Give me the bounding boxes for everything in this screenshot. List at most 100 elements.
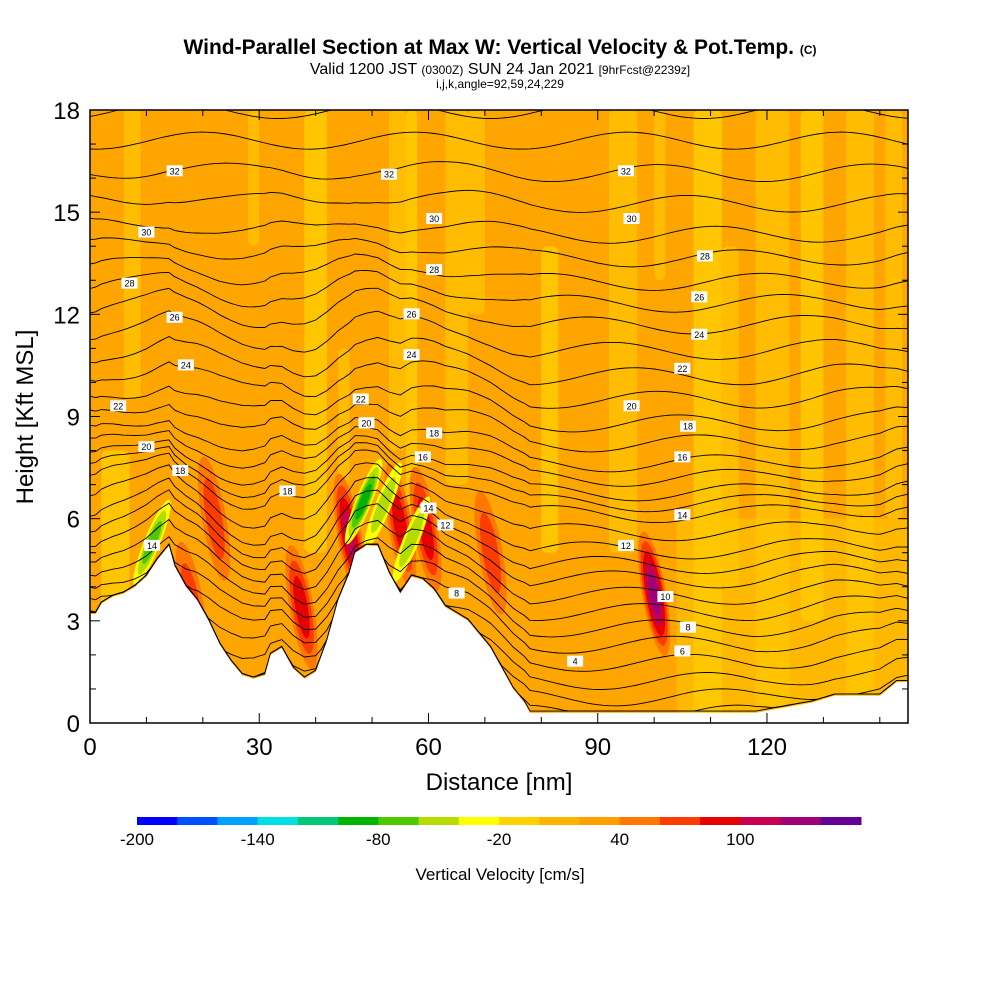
- isentrope-label: 18: [426, 427, 443, 439]
- isentrope-line: [90, 237, 908, 268]
- isentrope-label-box: [674, 645, 691, 657]
- isentrope-label-text: 18: [282, 486, 292, 496]
- isentrope-label-box: [617, 539, 634, 551]
- updraft-shade: [479, 512, 502, 594]
- isentrope-label-box: [121, 277, 138, 289]
- title-main: Wind-Parallel Section at Max W: Vertical…: [183, 36, 794, 59]
- velocity-shading-streak: [405, 110, 418, 553]
- isentrope-label-box: [420, 502, 437, 514]
- isentrope-label: 28: [426, 264, 443, 276]
- isentrope-label-box: [674, 362, 691, 374]
- isentrope-label-text: 30: [429, 214, 439, 224]
- isentrope-lines: [90, 110, 908, 712]
- isentrope-label: 8: [679, 621, 696, 633]
- isentrope-label-text: 32: [384, 170, 394, 180]
- isentrope-label-box: [657, 590, 674, 602]
- isentrope-label: 20: [138, 441, 155, 453]
- isentrope-label-box: [426, 264, 443, 276]
- isentrope-label-text: 22: [356, 394, 366, 404]
- updraft-core: [474, 490, 507, 615]
- isentrope-label-text: 8: [454, 589, 459, 599]
- isentrope-label-text: 10: [660, 592, 670, 602]
- section-indices: i,j,k,angle=92,59,24,229: [436, 77, 564, 91]
- isentrope-label: 24: [691, 328, 708, 340]
- isentrope-label-text: 32: [170, 166, 180, 176]
- colorbar-swatch: [137, 817, 178, 825]
- isentrope-label: 20: [623, 400, 640, 412]
- updraft-core: [198, 456, 231, 581]
- colorbar-swatch: [700, 817, 741, 825]
- isentrope-label-text: 22: [677, 364, 687, 374]
- colorbar-label: -140: [241, 830, 275, 849]
- isentrope-label-box: [138, 441, 155, 453]
- colorbar-swatch: [659, 817, 701, 825]
- isentrope-line: [90, 217, 908, 244]
- colorbar-label: 40: [610, 830, 629, 849]
- isentrope-label: 30: [138, 226, 155, 238]
- isentrope-label-text: 16: [418, 452, 428, 462]
- isentrope-label-box: [166, 165, 183, 177]
- isentrope-label: 22: [110, 400, 127, 412]
- isentrope-label-box: [679, 420, 696, 432]
- isentrope-label-text: 24: [694, 330, 704, 340]
- velocity-shading-streak: [388, 110, 406, 451]
- isentrope-line: [90, 269, 908, 313]
- isentrope-label-box: [448, 587, 465, 599]
- isentrope-label-box: [674, 451, 691, 463]
- downdraft-shade: [355, 483, 372, 520]
- isentrope-line: [90, 435, 908, 502]
- isentrope-line: [90, 543, 908, 690]
- isentrope-label-text: 32: [621, 166, 631, 176]
- isentrope-label: 14: [674, 509, 691, 521]
- isentrope-line: [90, 310, 908, 360]
- colorbar-swatch: [458, 817, 500, 825]
- isentrope-label-box: [358, 417, 375, 429]
- isentrope-line: [90, 543, 908, 712]
- isentrope-line: [90, 442, 908, 513]
- velocity-shading-streak: [654, 110, 666, 281]
- isentrope-label: 8: [448, 587, 465, 599]
- velocity-shading-streak: [541, 246, 559, 553]
- isentrope-label-box: [144, 539, 161, 551]
- y-tick-label: 0: [67, 711, 80, 738]
- isentrope-label-box: [380, 168, 397, 180]
- isentrope-label-box: [437, 519, 454, 531]
- isentrope-line: [90, 477, 908, 560]
- isentrope-label: 24: [403, 349, 420, 361]
- isentrope-label-text: 26: [170, 313, 180, 323]
- isentrope-label: 12: [437, 519, 454, 531]
- isentrope-label-text: 22: [113, 401, 123, 411]
- isentrope-label-box: [352, 393, 369, 405]
- isentrope-label: 20: [358, 417, 375, 429]
- valid-forecast: [9hrFcst@2239z]: [598, 63, 691, 77]
- isentrope-label-box: [177, 359, 194, 371]
- isentrope-line: [90, 335, 908, 386]
- updraft-core: [285, 545, 318, 670]
- isentrope-label: 30: [623, 212, 640, 224]
- isentrope-label-box: [403, 349, 420, 361]
- isentrope-label-text: 28: [429, 265, 439, 275]
- x-tick-labels: 0 30 60 90 120: [83, 734, 787, 761]
- isentrope-label-text: 28: [700, 251, 710, 261]
- updraft-shade: [648, 570, 661, 617]
- isentrope-label: 28: [696, 250, 713, 262]
- colorbar-title: Vertical Velocity [cm/s]: [415, 865, 584, 884]
- y-tick-label: 9: [67, 405, 80, 432]
- isentrope-label-box: [138, 226, 155, 238]
- velocity-shading-streak: [338, 348, 350, 485]
- isentrope-line: [90, 536, 908, 622]
- isentrope-label-box: [426, 427, 443, 439]
- isentrope-label-box: [403, 308, 420, 320]
- isentrope-label-text: 8: [685, 623, 690, 633]
- isentrope-line: [90, 502, 908, 589]
- colorbar-swatch: [499, 817, 540, 825]
- isentrope-line: [90, 543, 908, 654]
- isentrope-label-box: [623, 400, 640, 412]
- isentrope-label-box: [166, 311, 183, 323]
- isentrope-line: [90, 385, 908, 433]
- isentrope-label: 12: [617, 539, 634, 551]
- isentrope-label-text: 20: [141, 442, 151, 452]
- isentrope-label-text: 14: [423, 503, 433, 513]
- isentrope-label-text: 12: [440, 520, 450, 530]
